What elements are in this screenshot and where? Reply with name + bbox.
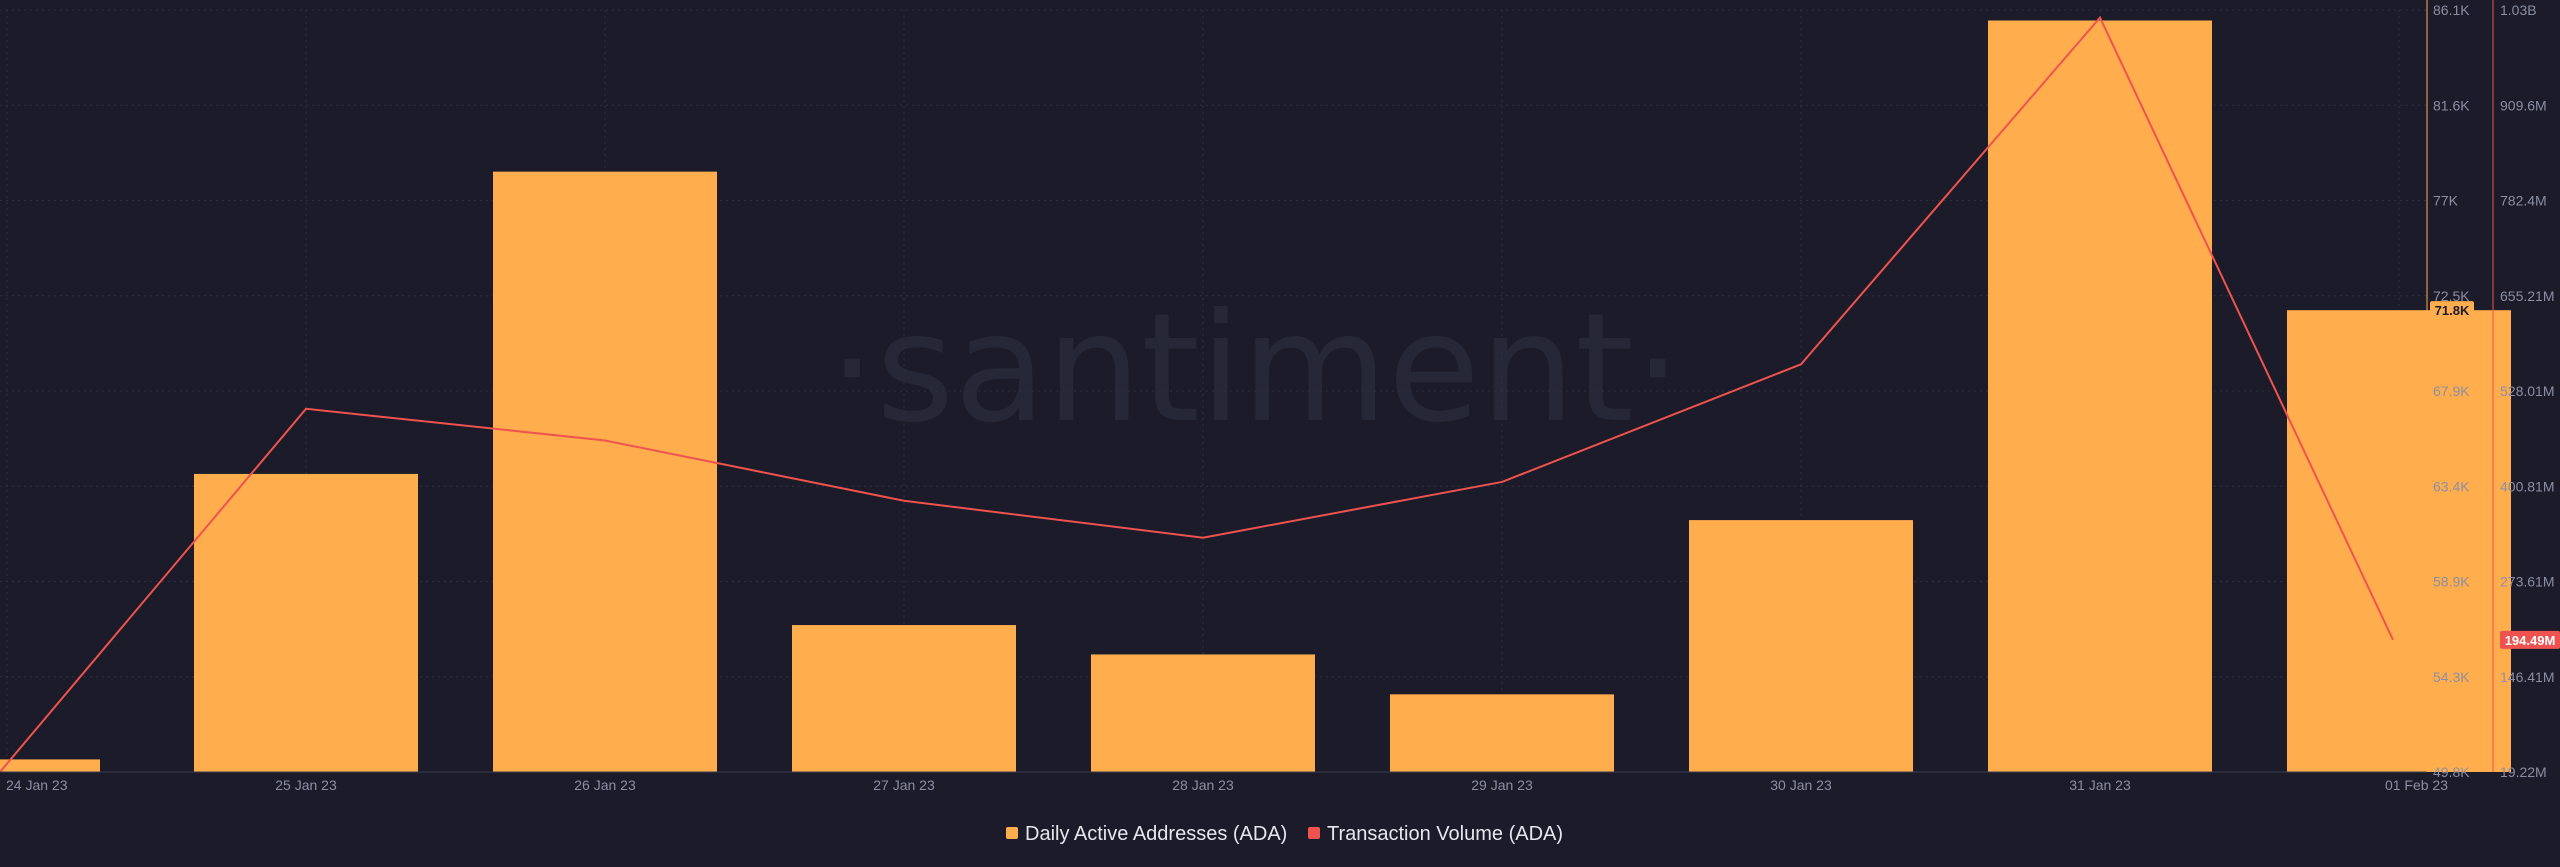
legend-item-addresses[interactable]: Daily Active Addresses (ADA) — [1006, 823, 1287, 845]
bar[interactable] — [1689, 520, 1913, 772]
x-tick-label: 31 Jan 23 — [2069, 777, 2131, 793]
y-tick-label-volume: 1.03B — [2500, 2, 2537, 18]
badge-addresses: 71.8K — [2435, 303, 2470, 318]
legend-label-volume: Transaction Volume (ADA) — [1327, 823, 1563, 845]
badge-volume-bg — [2500, 630, 2560, 649]
y-tick-label-addresses: 63.4K — [2433, 478, 2470, 494]
badge-addresses-bg — [2430, 301, 2474, 320]
x-tick-label: 01 Feb 23 — [2385, 777, 2448, 793]
y-tick-label-addresses: 58.9K — [2433, 574, 2470, 590]
y-tick-label-addresses: 72.5K — [2433, 288, 2470, 304]
legend-label-addresses: Daily Active Addresses (ADA) — [1025, 823, 1287, 845]
y-tick-label-volume: 909.6M — [2500, 97, 2547, 113]
y-tick-label-volume: 400.81M — [2500, 478, 2554, 494]
y-tick-label-volume: 782.4M — [2500, 193, 2547, 209]
y-tick-label-addresses: 67.9K — [2433, 383, 2470, 399]
watermark: ·santiment· — [828, 282, 1681, 456]
y-tick-label-addresses: 77K — [2433, 193, 2459, 209]
y-tick-label-addresses: 54.3K — [2433, 669, 2470, 685]
legend-swatch-volume — [1308, 827, 1320, 839]
line-series — [0, 15, 2394, 773]
legend-item-volume[interactable]: Transaction Volume (ADA) — [1308, 823, 1563, 845]
bar[interactable] — [194, 473, 418, 772]
y-tick-label-volume: 655.21M — [2500, 288, 2554, 304]
x-tick-label: 26 Jan 23 — [574, 777, 636, 793]
badge-volume: 194.49M — [2505, 633, 2556, 648]
last-value-badges: 71.8K 194.49M — [2430, 301, 2560, 649]
y-tick-label-addresses: 86.1K — [2433, 2, 2470, 18]
x-tick-label: 28 Jan 23 — [1172, 777, 1234, 793]
bar[interactable] — [2287, 310, 2511, 772]
y-tick-label-addresses: 81.6K — [2433, 97, 2470, 113]
legend-swatch-addresses — [1006, 827, 1018, 839]
y-axis-addresses: 49.8K 54.3K 58.9K 63.4K 67.9K 72.5K 77K 81.6K 86… — [2426, 0, 2470, 780]
x-tick-label: 25 Jan 23 — [275, 777, 337, 793]
x-tick-label: 24 Jan 23 — [6, 777, 68, 793]
bar[interactable] — [493, 171, 717, 773]
y-tick-label-volume: 528.01M — [2500, 383, 2554, 399]
y-tick-label-volume: 146.41M — [2500, 669, 2554, 685]
bar[interactable] — [0, 759, 100, 772]
bar[interactable] — [1988, 20, 2212, 773]
bar[interactable] — [1390, 694, 1614, 772]
bar[interactable] — [1091, 654, 1315, 772]
y-tick-label-volume: 273.61M — [2500, 574, 2554, 590]
x-axis: 24 Jan 23 25 Jan 23 26 Jan 23 27 Jan 23 28 J… — [0, 771, 2448, 793]
y-axis-volume: 19.22M 146.41M 273.61M 400.81M 528.01M 655.21… — [2492, 0, 2554, 780]
x-tick-label: 30 Jan 23 — [1770, 777, 1832, 793]
y-tick-label-addresses: 49.8K — [2433, 764, 2470, 780]
x-tick-label: 29 Jan 23 — [1471, 777, 1533, 793]
x-tick-label: 27 Jan 23 — [873, 777, 935, 793]
legend: Daily Active Addresses (ADA) Transaction… — [1006, 823, 1563, 845]
bar[interactable] — [792, 625, 1016, 772]
y-tick-label-volume: 19.22M — [2500, 764, 2547, 780]
bar-series — [0, 20, 2511, 773]
